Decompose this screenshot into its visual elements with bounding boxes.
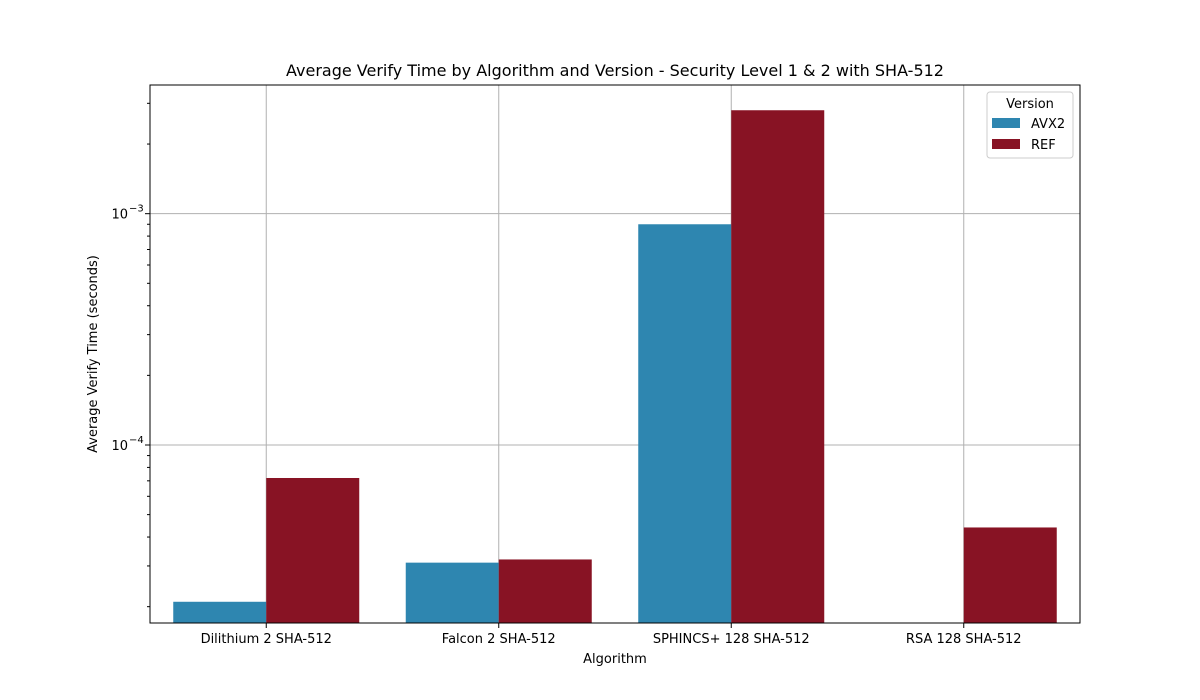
plot-frame — [149, 84, 1081, 624]
bar-ref-1 — [498, 559, 592, 623]
legend-swatch-avx2 — [992, 118, 1020, 128]
bar-avx2-1 — [405, 562, 499, 623]
bar-avx2-2 — [638, 224, 732, 623]
y-tick-label: 10 — [111, 208, 128, 223]
y-ticks: 10−410−3 — [111, 102, 150, 608]
legend: Version AVX2 REF — [986, 91, 1074, 159]
legend-label-avx2: AVX2 — [1031, 117, 1065, 132]
legend-swatch-ref — [992, 139, 1020, 149]
bar-ref-3 — [963, 527, 1057, 623]
x-tick-label: RSA 128 SHA-512 — [906, 632, 1022, 647]
x-axis-label: Algorithm — [583, 652, 647, 667]
x-tick-label: Falcon 2 SHA-512 — [442, 632, 556, 647]
bar-avx2-0 — [173, 601, 267, 623]
legend-label-ref: REF — [1031, 138, 1056, 153]
legend-title: Version — [1006, 97, 1054, 112]
chart-title: Average Verify Time by Algorithm and Ver… — [286, 61, 944, 80]
bar-ref-2 — [731, 110, 825, 624]
x-ticks: Dilithium 2 SHA-512 Falcon 2 SHA-512 SPHIN… — [201, 623, 1022, 647]
bar-ref-0 — [266, 477, 360, 623]
y-axis-label: Average Verify Time (seconds) — [86, 255, 101, 453]
y-tick-exponent: −4 — [129, 435, 144, 446]
x-tick-label: SPHINCS+ 128 SHA-512 — [653, 632, 810, 647]
y-tick-exponent: −3 — [129, 204, 144, 215]
bars — [173, 110, 1057, 624]
y-tick-label: 10 — [111, 439, 128, 454]
x-tick-label: Dilithium 2 SHA-512 — [201, 632, 332, 647]
